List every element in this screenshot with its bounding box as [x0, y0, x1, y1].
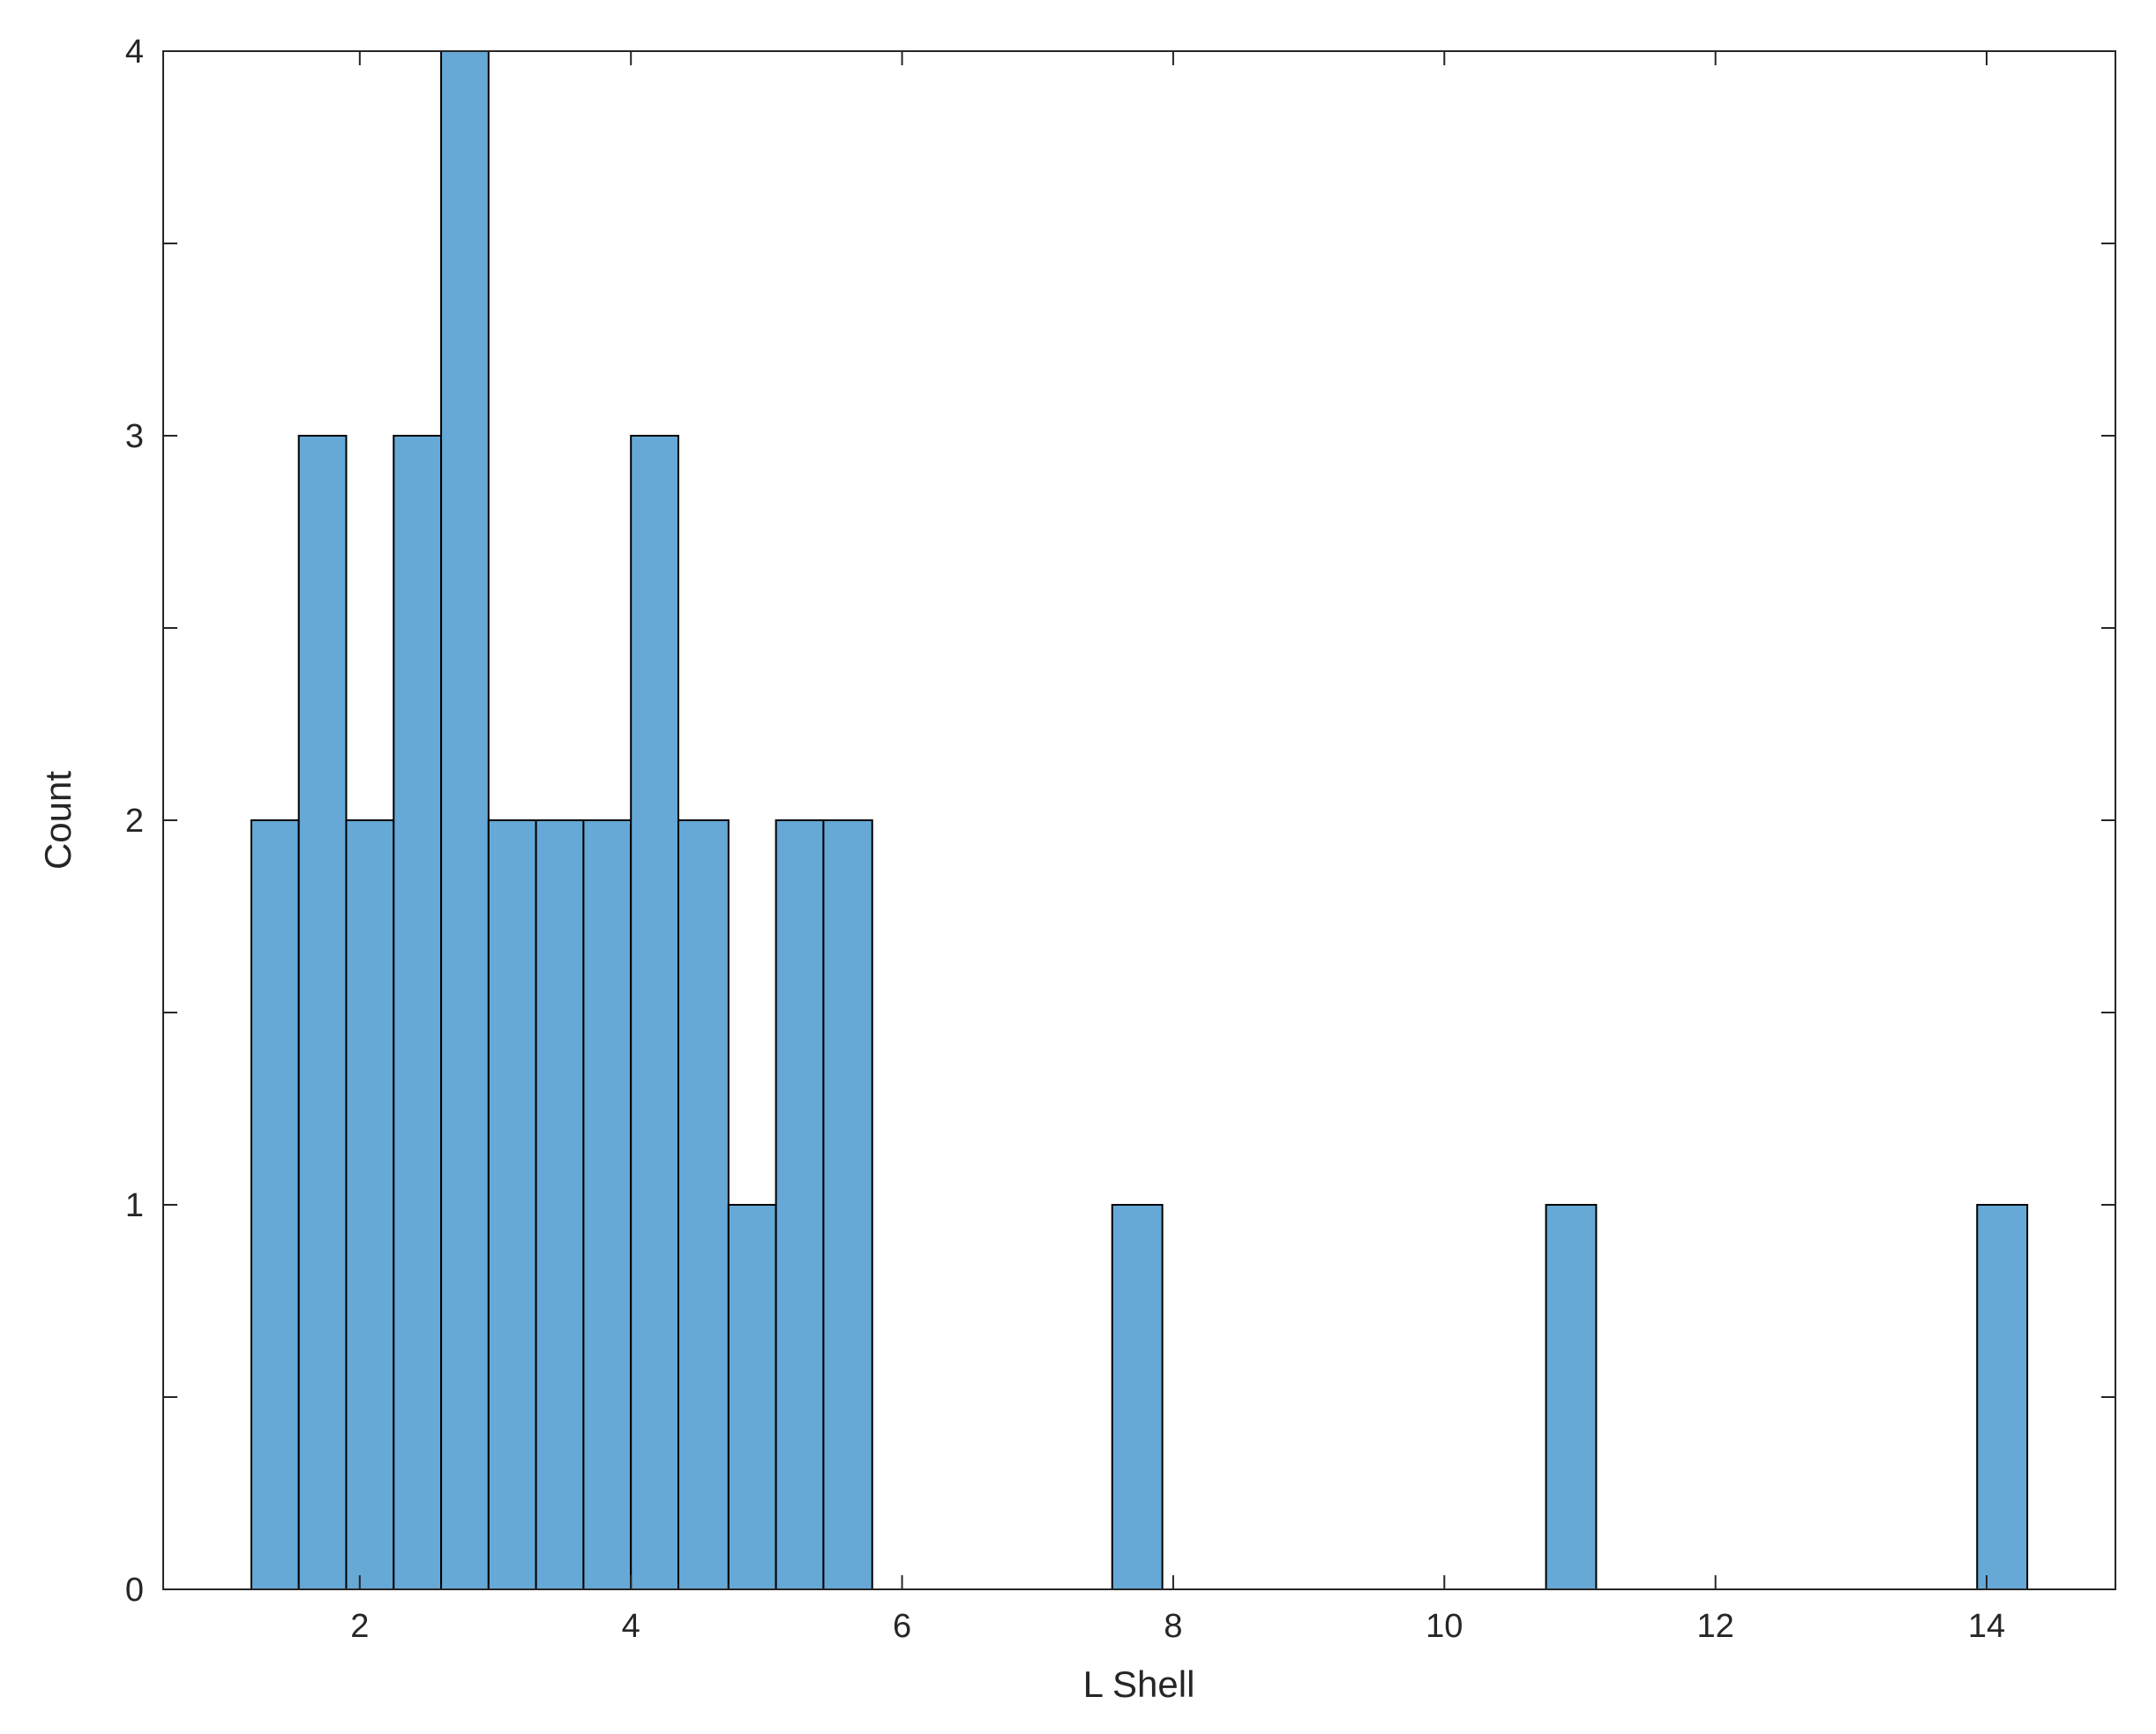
y-axis-label: Count: [37, 771, 79, 870]
histogram-bar-4: [440, 50, 490, 1590]
y-tick-label: 1: [125, 1187, 144, 1224]
histogram-bar-13: [1111, 1204, 1164, 1590]
histogram-bar-7: [582, 819, 633, 1590]
y-tick-labels: 0 1 2 3 4: [125, 34, 144, 1609]
x-tick-label: 8: [1164, 1608, 1182, 1645]
histogram-bar-2: [345, 819, 395, 1590]
x-tick-labels: 2 4 6 8 10 12 14: [350, 1608, 2005, 1645]
y-tick-label: 3: [125, 418, 144, 455]
x-tick-label: 6: [893, 1608, 911, 1645]
histogram-bar-10: [727, 1204, 777, 1590]
histogram-bar-0: [250, 819, 300, 1590]
x-axis-label: L Shell: [1083, 1663, 1195, 1705]
histogram-bar-5: [487, 819, 537, 1590]
x-tick-label: 4: [622, 1608, 640, 1645]
histogram-bar-1: [297, 435, 348, 1590]
x-tick-label: 12: [1697, 1608, 1734, 1645]
y-tick-label: 4: [125, 34, 144, 71]
histogram-bar-15: [1976, 1204, 2029, 1590]
x-tick-label: 10: [1426, 1608, 1463, 1645]
x-tick-label: 14: [1968, 1608, 2005, 1645]
histogram-bar-3: [393, 435, 443, 1590]
histogram-bar-6: [535, 819, 585, 1590]
histogram-bar-11: [775, 819, 825, 1590]
histogram-bar-8: [630, 435, 679, 1590]
histogram-bar-14: [1545, 1204, 1598, 1590]
y-tick-label: 2: [125, 803, 144, 840]
x-tick-label: 2: [350, 1608, 369, 1645]
histogram-bar-12: [822, 819, 873, 1590]
y-tick-label: 0: [125, 1572, 144, 1609]
histogram-bar-9: [677, 819, 730, 1590]
plot-frame: [162, 50, 2116, 1590]
bars-group: [250, 50, 2029, 1590]
